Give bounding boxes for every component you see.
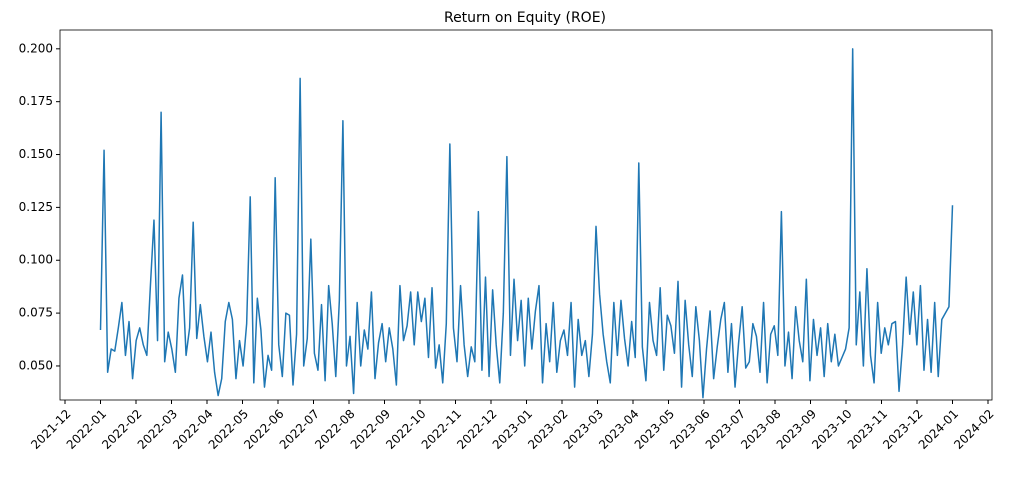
y-tick-label: 0.150 [19,147,53,161]
y-tick-label: 0.050 [19,358,53,372]
line-series [99,48,954,399]
x-tick-label: 2024-02 [951,407,996,452]
y-tick-label: 0.075 [19,306,53,320]
y-tick-label: 0.200 [19,41,53,55]
chart-title: Return on Equity (ROE) [444,10,606,26]
y-tick-label: 0.125 [19,200,53,214]
y-tick-label: 0.175 [19,94,53,108]
y-tick-label: 0.100 [19,253,53,267]
